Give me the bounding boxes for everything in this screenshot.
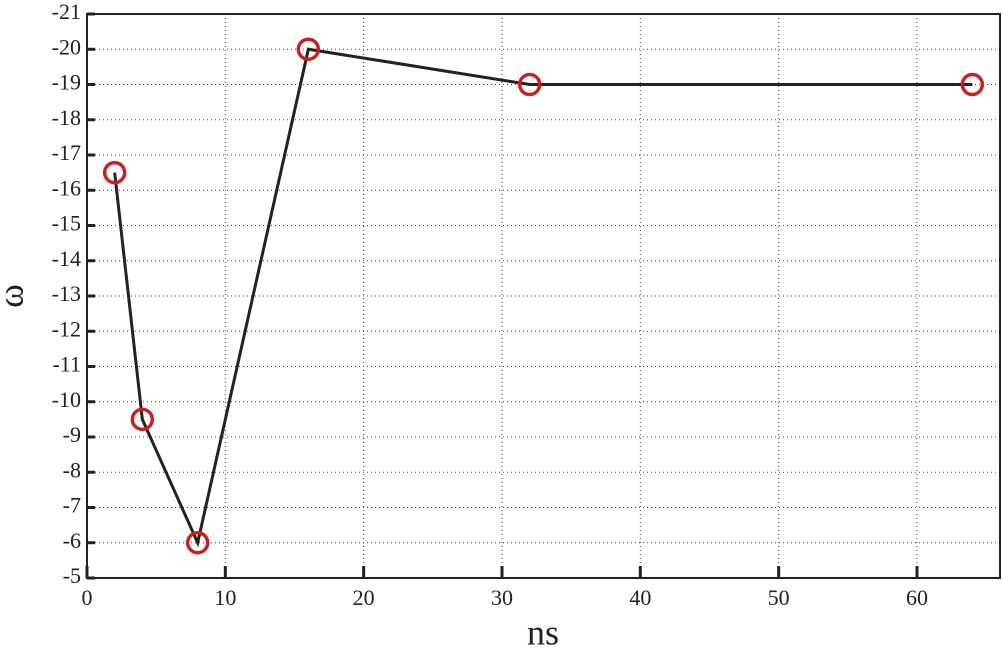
x-tick-label: 10 <box>214 585 236 610</box>
x-tick-label: 30 <box>491 585 513 610</box>
y-tick-label: -18 <box>52 105 81 130</box>
y-tick-label: -11 <box>52 352 81 377</box>
data-point <box>185 531 210 555</box>
y-tick-label: -6 <box>63 528 81 553</box>
series-line <box>113 47 973 548</box>
y-tick-label: -14 <box>52 246 81 271</box>
x-tick-label: 50 <box>768 585 790 610</box>
y-tick-label: -8 <box>63 457 81 482</box>
data-point <box>517 72 542 97</box>
x-tick-label: 0 <box>82 585 93 610</box>
y-tick-label: -19 <box>52 70 81 95</box>
y-tick-label: -9 <box>63 422 81 447</box>
x-tick-label: 40 <box>629 585 651 610</box>
data-point <box>130 407 155 432</box>
y-tick-label: -20 <box>52 34 81 59</box>
x-axis-label: ns <box>527 612 559 652</box>
y-tick-label: -16 <box>52 175 81 200</box>
data-point <box>102 160 127 185</box>
y-tick-label: -5 <box>63 563 81 588</box>
y-tick-label: -12 <box>52 316 81 341</box>
x-tick-label: 20 <box>353 585 375 610</box>
y-tick-label: -17 <box>52 140 81 165</box>
y-axis-label: ω <box>0 284 30 308</box>
y-tick-label: -13 <box>52 281 81 306</box>
y-tick-label: -10 <box>52 387 81 412</box>
plot-frame <box>86 13 1001 579</box>
data-point <box>960 72 985 97</box>
y-tick-label: -21 <box>52 0 81 24</box>
y-tick-label: -15 <box>52 211 81 236</box>
y-tick-label: -7 <box>63 493 81 518</box>
data-point <box>296 37 321 61</box>
x-tick-label: 60 <box>906 585 928 610</box>
